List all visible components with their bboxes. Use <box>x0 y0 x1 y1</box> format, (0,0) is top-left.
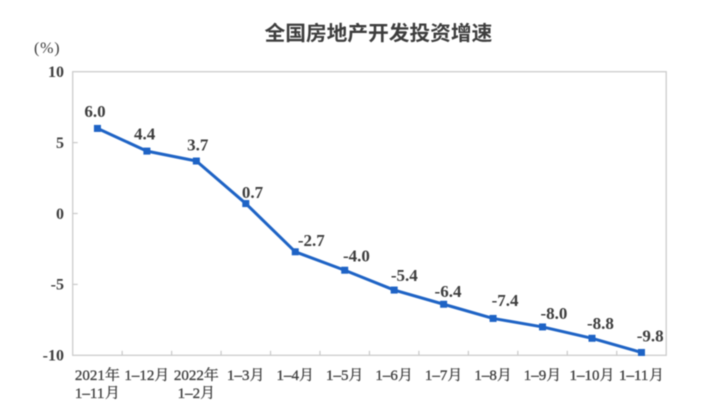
svg-text:1–3: 1–3 <box>227 368 250 384</box>
svg-text:1–7: 1–7 <box>425 368 448 384</box>
svg-text:10: 10 <box>48 64 64 81</box>
svg-text:4.4: 4.4 <box>134 124 156 143</box>
svg-text:1–6: 1–6 <box>375 368 398 384</box>
svg-text:-2.7: -2.7 <box>298 231 325 250</box>
svg-text:2022: 2022 <box>174 368 204 384</box>
svg-text:-8.8: -8.8 <box>587 314 614 333</box>
svg-text:1–2: 1–2 <box>178 386 201 402</box>
svg-text:0: 0 <box>56 206 64 223</box>
svg-text:(%): (%) <box>34 40 60 57</box>
svg-text:1–4: 1–4 <box>277 368 300 384</box>
svg-text:1–9: 1–9 <box>524 368 547 384</box>
svg-text:-10: -10 <box>43 348 64 365</box>
svg-text:-4.0: -4.0 <box>343 246 370 265</box>
svg-text:2021: 2021 <box>75 368 105 384</box>
svg-text:1–5: 1–5 <box>326 368 349 384</box>
svg-text:1–11: 1–11 <box>75 386 104 402</box>
svg-text:0.7: 0.7 <box>242 183 264 202</box>
svg-text:-6.4: -6.4 <box>435 282 462 301</box>
svg-text:5: 5 <box>56 135 64 152</box>
svg-text:1–8: 1–8 <box>474 368 497 384</box>
svg-text:1–10: 1–10 <box>570 368 600 384</box>
svg-text:1–12: 1–12 <box>124 368 154 384</box>
svg-text:1–11: 1–11 <box>619 368 648 384</box>
svg-text:-9.8: -9.8 <box>637 327 664 346</box>
svg-text:-8.0: -8.0 <box>540 304 567 323</box>
svg-text:-7.4: -7.4 <box>492 291 519 310</box>
svg-text:-5: -5 <box>51 277 64 294</box>
svg-text:-5.4: -5.4 <box>391 266 418 285</box>
svg-text:3.7: 3.7 <box>187 136 209 155</box>
svg-text:6.0: 6.0 <box>84 102 105 121</box>
